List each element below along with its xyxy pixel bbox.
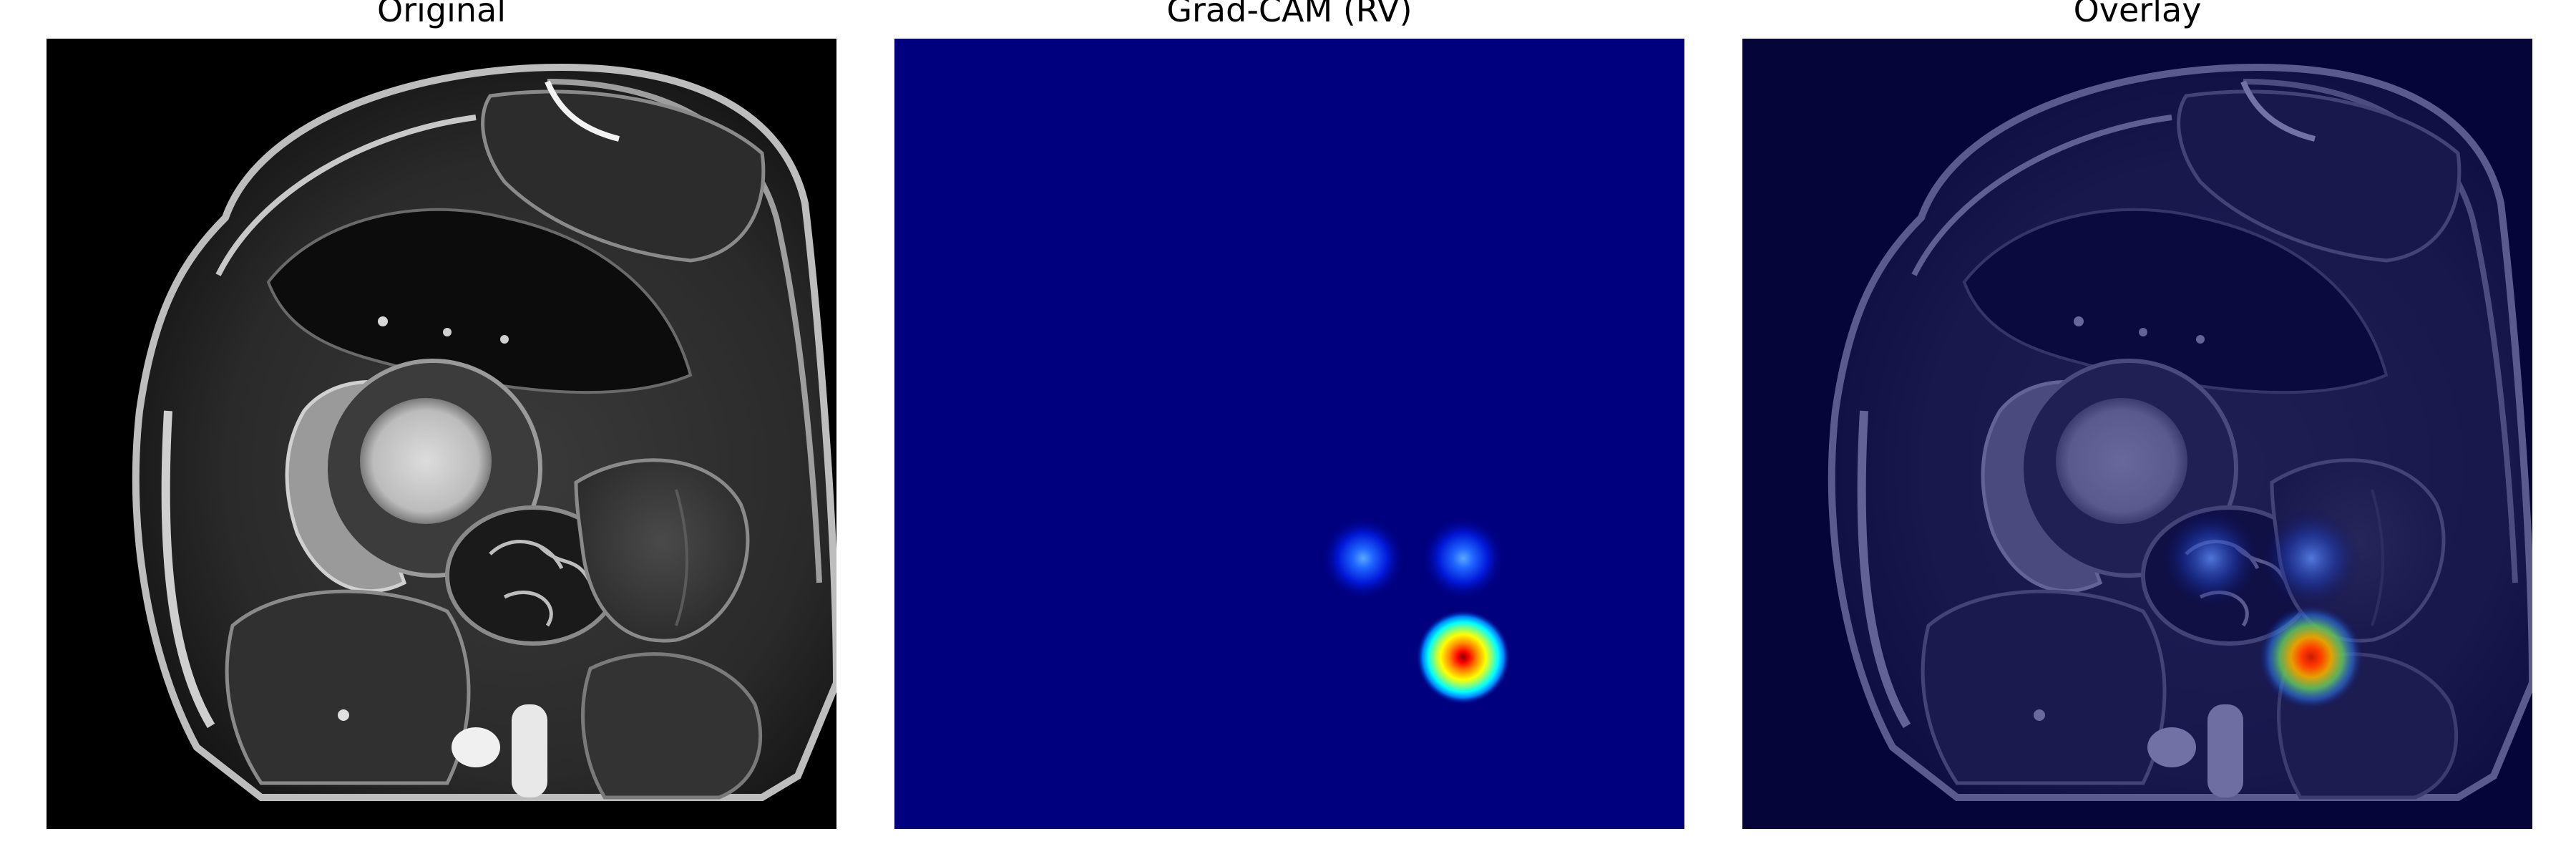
heatmap-hotspot-weak-left (1322, 517, 1405, 600)
heatmap-hotspot-weak-right (1422, 517, 1505, 600)
original-title: Original (376, 0, 506, 29)
overlay-tint (1742, 39, 2532, 829)
overlay-image (1742, 39, 2532, 829)
overlay-hotspot-weak-left (2161, 508, 2261, 608)
overlay-title: Overlay (2073, 0, 2202, 29)
heatmap-background (894, 39, 1684, 829)
gradcam-heatmap-drawing (894, 39, 1684, 829)
gradcam-heatmap (894, 39, 1684, 829)
original-mri-image (47, 39, 836, 829)
overlay-hotspot-weak-right (2261, 508, 2361, 608)
original-mri-drawing (47, 39, 836, 829)
overlay-hotspot-strong (2258, 604, 2364, 710)
heatmap-hotspot-strong (1416, 610, 1511, 704)
overlay-drawing (1742, 39, 2532, 829)
gradcam-title: Grad-CAM (RV) (1166, 0, 1413, 29)
